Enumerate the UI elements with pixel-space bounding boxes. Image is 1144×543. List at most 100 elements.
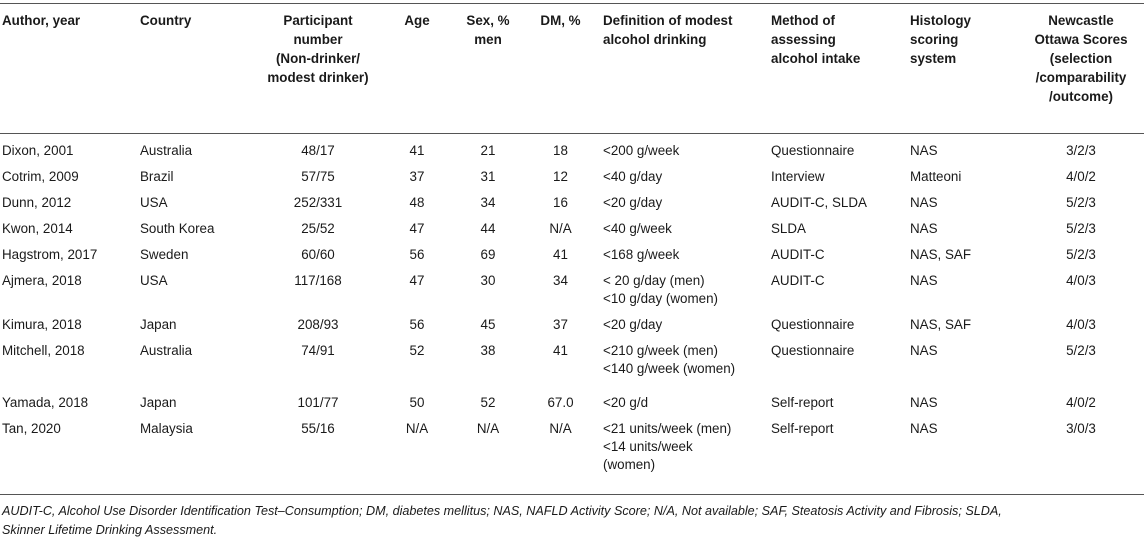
cell-author: Yamada, 2018 [2, 395, 89, 410]
cell-age: 52 [409, 343, 425, 358]
cell-definition: <21 units/week (men) [603, 421, 732, 436]
table-bottom-rule [0, 494, 1144, 495]
cell-sex: 34 [480, 195, 496, 210]
cell-country: Japan [140, 317, 177, 332]
cell-definition: <168 g/week [603, 247, 680, 262]
cell-participants: 101/77 [297, 395, 339, 410]
table-top-rule [0, 3, 1144, 4]
cell-sex: 69 [480, 247, 496, 262]
cell-age: 56 [409, 247, 425, 262]
cell-participants: 55/16 [301, 421, 335, 436]
cell-author: Kimura, 2018 [2, 317, 82, 332]
cell-sex: 38 [480, 343, 496, 358]
cell-method: Questionnaire [771, 343, 855, 358]
column-header-method: assessing [771, 32, 836, 47]
cell-country: Australia [140, 343, 193, 358]
cell-definition: (women) [603, 457, 656, 472]
cell-histology: NAS [910, 421, 938, 436]
cell-nos: 4/0/3 [1066, 317, 1096, 332]
cell-nos: 4/0/2 [1066, 395, 1096, 410]
cell-nos: 5/2/3 [1066, 343, 1096, 358]
cell-method: SLDA [771, 221, 806, 236]
cell-definition: <20 g/d [603, 395, 649, 410]
cell-participants: 48/17 [301, 143, 335, 158]
cell-country: Sweden [140, 247, 189, 262]
cell-method: Self-report [771, 395, 834, 410]
cell-method: Questionnaire [771, 143, 855, 158]
cell-method: Self-report [771, 421, 834, 436]
cell-participants: 74/91 [301, 343, 335, 358]
cell-definition: < 20 g/day (men) [603, 273, 705, 288]
cell-nos: 5/2/3 [1066, 221, 1096, 236]
cell-dm: 37 [553, 317, 568, 332]
cell-histology: Matteoni [910, 169, 962, 184]
cell-country: South Korea [140, 221, 215, 236]
cell-country: USA [140, 195, 168, 210]
column-header-nos: Ottawa Scores [1034, 32, 1128, 47]
cell-sex: 52 [480, 395, 496, 410]
cell-participants: 60/60 [301, 247, 335, 262]
footnote-line: AUDIT-C, Alcohol Use Disorder Identifica… [2, 504, 1002, 518]
cell-sex: 31 [480, 169, 496, 184]
cell-histology: NAS, SAF [910, 317, 972, 332]
column-header-histology: scoring [910, 32, 959, 47]
column-header-method: alcohol intake [771, 51, 861, 66]
column-header-method: Method of [771, 13, 835, 28]
column-header-participants: number [293, 32, 343, 47]
table-header-rule [0, 133, 1144, 134]
cell-nos: 4/0/2 [1066, 169, 1096, 184]
column-header-definition: alcohol drinking [603, 32, 707, 47]
cell-dm: 34 [553, 273, 568, 288]
cell-age: 47 [409, 273, 425, 288]
cell-dm: 41 [553, 247, 568, 262]
cell-method: AUDIT-C [771, 247, 825, 262]
cell-sex: 30 [480, 273, 496, 288]
cell-dm: 18 [553, 143, 568, 158]
column-header-country: Country [140, 13, 192, 28]
cell-definition: <140 g/week (women) [603, 361, 736, 376]
footnote-line: Skinner Lifetime Drinking Assessment. [2, 523, 218, 537]
column-header-sex: men [474, 32, 502, 47]
cell-participants: 117/168 [294, 273, 342, 288]
cell-method: AUDIT-C, SLDA [771, 195, 867, 210]
column-header-histology: system [910, 51, 957, 66]
cell-definition: <210 g/week (men) [603, 343, 718, 358]
column-header-nos: /outcome) [1049, 89, 1113, 104]
cell-author: Mitchell, 2018 [2, 343, 85, 358]
cell-dm: 16 [553, 195, 568, 210]
cell-dm: 12 [553, 169, 568, 184]
cell-dm: N/A [549, 221, 572, 236]
cell-age: 50 [409, 395, 425, 410]
cell-author: Cotrim, 2009 [2, 169, 79, 184]
column-header-participants: modest drinker) [267, 70, 369, 85]
cell-age: 48 [409, 195, 425, 210]
cell-sex: 44 [480, 221, 496, 236]
cell-country: Brazil [140, 169, 174, 184]
cell-age: N/A [405, 421, 429, 436]
cell-participants: 208/93 [297, 317, 339, 332]
cell-definition: <40 g/day [603, 169, 663, 184]
cell-histology: NAS [910, 143, 938, 158]
cell-author: Tan, 2020 [2, 421, 61, 436]
cell-age: 37 [409, 169, 425, 184]
cell-definition: <200 g/week [603, 143, 680, 158]
column-header-dm: DM, % [540, 13, 581, 28]
cell-definition: <14 units/week [603, 439, 693, 454]
cell-author: Dixon, 2001 [2, 143, 74, 158]
cell-sex: 21 [480, 143, 496, 158]
cell-country: Australia [140, 143, 193, 158]
cell-histology: NAS [910, 221, 938, 236]
cell-age: 47 [409, 221, 425, 236]
cell-age: 41 [409, 143, 425, 158]
column-header-histology: Histology [910, 13, 972, 28]
cell-country: USA [140, 273, 168, 288]
cell-dm: 41 [553, 343, 568, 358]
cell-method: Interview [771, 169, 825, 184]
column-header-participants: Participant [283, 13, 353, 28]
column-header-age: Age [404, 13, 430, 28]
cell-nos: 3/0/3 [1066, 421, 1096, 436]
cell-definition: <40 g/week [603, 221, 672, 236]
cell-sex: N/A [476, 421, 500, 436]
cell-histology: NAS [910, 195, 938, 210]
